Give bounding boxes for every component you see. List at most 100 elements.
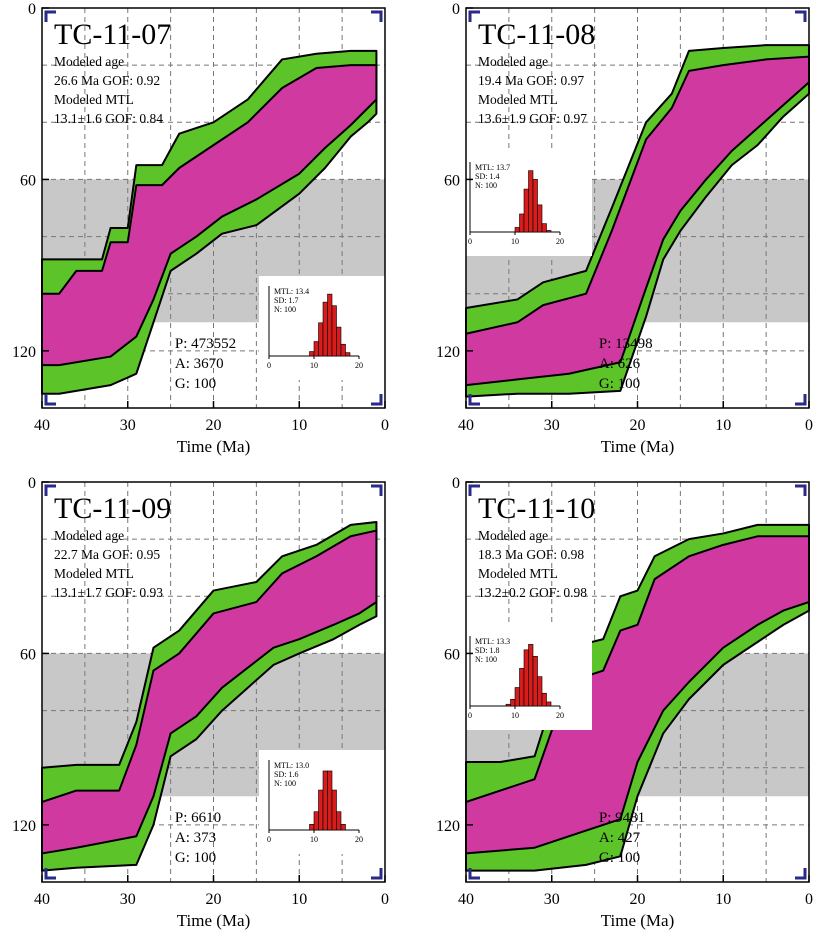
histogram-n: N: 100 [274,779,296,788]
sample-title: TC-11-07 [54,18,171,51]
paths-tested: P: 9481 [599,810,645,826]
track-length-histogram: 0 10 20 MTL: 13.4SD: 1.7N: 100 [259,276,391,380]
sample-title: TC-11-08 [478,18,595,51]
x-axis-label: Time (Ma) [601,437,675,456]
paths-tested: P: 6610 [175,810,221,826]
histogram-bar [322,301,328,357]
histogram-bar [528,644,534,707]
x-tick-label: 20 [206,417,222,434]
histogram-bar [340,824,346,831]
model-summary: TC-11-08 Modeled age 19.4 Ma GOF: 0.97 Mode… [478,18,595,126]
path-stats: P: 6610 A: 373 G: 100 [175,810,221,866]
y-tick-label: 60 [444,172,460,189]
good-paths: G: 100 [599,850,640,866]
corner-bracket [44,394,56,406]
modeled-mtl-value: 13.2±0.2 GOF: 0.98 [478,585,587,600]
histogram-tick-label: 10 [310,835,318,844]
histogram-bar [541,692,547,707]
x-axis-label: Time (Ma) [601,911,675,930]
x-tick-label: 30 [544,417,560,434]
x-tick-label: 40 [458,891,474,908]
histogram-sd: SD: 1.8 [475,646,499,655]
histogram-bar [309,351,315,357]
histogram-bar [313,811,319,831]
x-tick-label: 10 [291,417,307,434]
histogram-tick-label: 10 [310,361,318,370]
corner-bracket [371,10,383,22]
x-tick-label: 20 [206,891,222,908]
corner-bracket [44,10,56,22]
corner-bracket [44,868,56,880]
good-paths: G: 100 [599,376,640,392]
corner-bracket [44,484,56,496]
histogram-sd: SD: 1.4 [475,172,499,181]
x-tick-label: 10 [715,417,731,434]
histogram-bar [519,668,525,707]
y-tick-label: 120 [12,344,36,361]
modeled-mtl-value: 13.1±1.6 GOF: 0.84 [54,111,163,126]
histogram-bar [327,770,333,831]
histogram-bar [528,170,534,233]
histogram-bar [318,322,324,357]
histogram-tick-label: 0 [468,711,472,720]
histogram-bar [523,188,529,233]
histogram-tick-label: 20 [355,835,363,844]
y-tick-label: 0 [28,475,36,492]
modeled-age-value: 26.6 Ma GOF: 0.92 [54,73,160,88]
corner-bracket [468,10,480,22]
histogram-bar [510,699,516,707]
modeled-age-value: 19.4 Ma GOF: 0.97 [478,73,584,88]
histogram-bar [309,824,315,831]
path-stats: P: 9481 A: 427 G: 100 [599,810,645,866]
histogram-n: N: 100 [274,305,296,314]
histogram-bar [537,676,543,707]
good-fit-envelope [41,64,378,367]
histogram-bar [345,352,351,357]
corner-bracket [795,484,807,496]
x-tick-label: 30 [544,891,560,908]
histogram-bar [505,703,511,707]
modeled-mtl-value: 13.6±1.9 GOF: 0.97 [478,111,587,126]
x-tick-label: 10 [715,891,731,908]
y-tick-label: 120 [436,818,460,835]
histogram-bar [532,656,538,707]
histogram-sd: SD: 1.6 [274,770,298,779]
histogram-mtl: MTL: 13.0 [274,761,309,770]
histogram-sd: SD: 1.7 [274,296,298,305]
corner-bracket [371,484,383,496]
modeled-age-label: Modeled age [478,528,548,543]
panel-tc-11-07: TC-11-07 Modeled age 26.6 Ma GOF: 0.92 Mode… [12,1,391,456]
track-length-histogram: 0 10 20 MTL: 13.3SD: 1.8N: 100 [460,626,592,730]
histogram-tick-label: 0 [267,361,271,370]
histogram-bar [340,343,346,357]
corner-bracket [468,484,480,496]
histogram-bar [336,811,342,831]
corner-bracket [468,868,480,880]
panel-tc-11-10: TC-11-10 Modeled age 18.3 Ma GOF: 0.98 Mode… [436,475,813,930]
panel-tc-11-08: TC-11-08 Modeled age 19.4 Ma GOF: 0.97 Mode… [436,1,813,456]
model-summary: TC-11-09 Modeled age 22.7 Ma GOF: 0.95 Mode… [54,492,171,600]
y-tick-label: 0 [452,1,460,18]
modeled-mtl-label: Modeled MTL [478,92,558,107]
histogram-tick-label: 20 [556,237,564,246]
x-axis-label: Time (Ma) [177,911,251,930]
x-tick-label: 40 [34,891,50,908]
track-length-histogram: 0 10 20 MTL: 13.7SD: 1.4N: 100 [460,152,592,256]
corner-bracket [795,868,807,880]
histogram-bar [336,326,342,357]
histogram-tick-label: 20 [556,711,564,720]
histogram-bar [313,341,319,357]
histogram-bar [514,227,520,233]
model-summary: TC-11-07 Modeled age 26.6 Ma GOF: 0.92 Mode… [54,18,171,126]
histogram-bar [546,701,552,707]
y-tick-label: 0 [452,475,460,492]
histogram-bar [541,223,547,233]
histogram-bar [514,687,520,707]
histogram-mtl: MTL: 13.7 [475,163,510,172]
corner-bracket [371,868,383,880]
track-length-histogram: 0 10 20 MTL: 13.0SD: 1.6N: 100 [259,750,391,854]
histogram-n: N: 100 [475,655,497,664]
modeled-age-label: Modeled age [54,54,124,69]
modeled-age-value: 22.7 Ma GOF: 0.95 [54,547,160,562]
